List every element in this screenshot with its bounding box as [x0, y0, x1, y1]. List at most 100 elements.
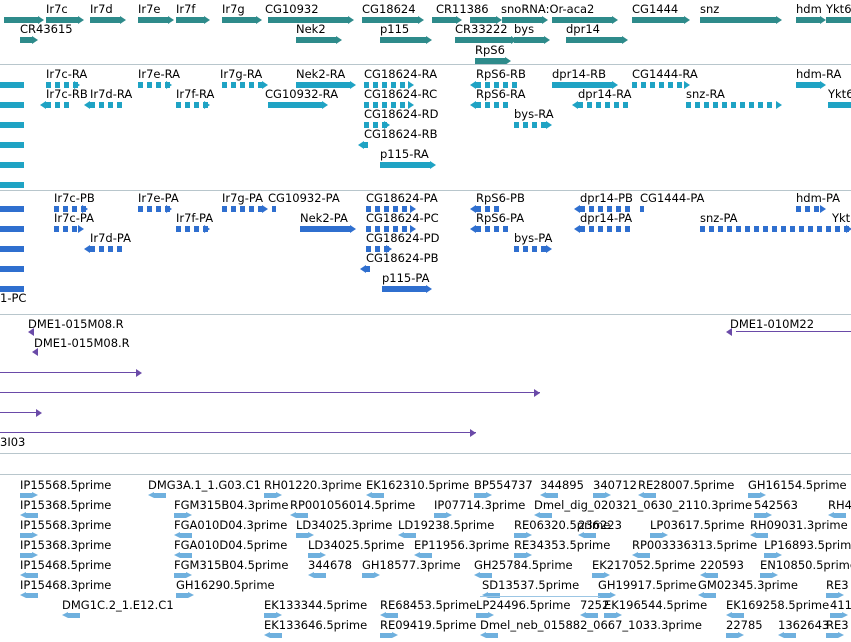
feature-bar[interactable] — [706, 573, 718, 578]
est-label[interactable]: RE09419.5prime — [380, 618, 477, 632]
feature-bar[interactable] — [796, 17, 820, 23]
exon-segment[interactable] — [185, 226, 190, 232]
exon-segment[interactable] — [373, 82, 378, 88]
exon-segment[interactable] — [375, 226, 380, 232]
transcript-bar[interactable] — [0, 162, 24, 168]
feature-bar[interactable] — [748, 493, 760, 498]
protein-label[interactable]: CG18624-PB — [366, 251, 439, 265]
est-label[interactable]: SD13537.5prime — [482, 578, 580, 592]
exon-segment[interactable] — [523, 122, 528, 128]
feature-bar[interactable] — [552, 17, 612, 23]
exon-segment[interactable] — [64, 82, 69, 88]
exon-segment[interactable] — [596, 102, 601, 108]
transcript-label[interactable]: Ir7e-RA — [138, 67, 181, 81]
feature-bar[interactable] — [830, 613, 842, 618]
protein-label[interactable]: Ir7g-PA — [222, 191, 263, 205]
feature-bar[interactable] — [300, 226, 350, 232]
exon-segment[interactable] — [494, 226, 499, 232]
exon-segment[interactable] — [55, 102, 60, 108]
est-label[interactable]: RH01220.3prime — [264, 478, 362, 492]
exon-segment[interactable] — [64, 102, 69, 108]
exon-segment[interactable] — [176, 102, 181, 108]
protein-label[interactable]: hdm-PA — [796, 191, 841, 205]
exon-segment[interactable] — [659, 82, 664, 88]
exon-segment[interactable] — [718, 226, 723, 232]
exon-segment[interactable] — [817, 226, 822, 232]
est-label[interactable]: EN10850.5prime — [760, 558, 851, 572]
feature-bar[interactable] — [474, 493, 486, 498]
feature-bar[interactable] — [268, 17, 348, 23]
exon-segment[interactable] — [616, 206, 621, 212]
est-label[interactable]: GH19917.5prime — [598, 578, 697, 592]
exon-segment[interactable] — [814, 206, 819, 212]
exon-segment[interactable] — [485, 226, 490, 232]
protein-label[interactable]: Ir7e-PA — [138, 191, 179, 205]
feature-bar[interactable] — [584, 533, 596, 538]
clone-line[interactable] — [0, 392, 540, 393]
gene-label[interactable]: dpr14 — [566, 22, 600, 36]
transcript-bar[interactable] — [0, 142, 24, 148]
est-label[interactable]: RE34353.5prime — [514, 538, 611, 552]
exon-segment[interactable] — [99, 246, 104, 252]
feature-bar[interactable] — [640, 206, 644, 212]
feature-bar[interactable] — [486, 633, 498, 638]
exon-segment[interactable] — [695, 102, 700, 108]
feature-bar[interactable] — [455, 37, 511, 43]
est-label[interactable]: LP24496.5prime — [476, 598, 571, 612]
exon-segment[interactable] — [364, 102, 369, 108]
feature-bar[interactable] — [386, 613, 398, 618]
protein-label[interactable]: Nek2-PA — [300, 211, 348, 225]
protein-bar[interactable] — [0, 226, 24, 232]
feature-bar[interactable] — [222, 17, 256, 23]
exon-segment[interactable] — [402, 226, 407, 232]
protein-label[interactable]: CG1444-PA — [640, 191, 705, 205]
feature-bar[interactable] — [650, 533, 662, 538]
exon-segment[interactable] — [55, 82, 60, 88]
protein-bar[interactable] — [0, 246, 24, 252]
exon-segment[interactable] — [598, 206, 603, 212]
protein-label[interactable]: Ir7d-PA — [90, 231, 131, 245]
exon-segment[interactable] — [90, 102, 95, 108]
exon-segment[interactable] — [541, 122, 546, 128]
protein-bar[interactable] — [0, 286, 24, 292]
exon-segment[interactable] — [731, 102, 736, 108]
feature-bar[interactable] — [296, 37, 336, 43]
feature-bar[interactable] — [514, 533, 526, 538]
exon-segment[interactable] — [373, 122, 378, 128]
protein-label[interactable]: RpS6-PA — [476, 211, 525, 225]
exon-segment[interactable] — [580, 226, 585, 232]
feature-bar[interactable] — [380, 37, 426, 43]
clone-label[interactable]: DME1-015M08.R — [28, 317, 124, 331]
feature-bar[interactable] — [268, 102, 322, 108]
exon-segment[interactable] — [99, 102, 104, 108]
exon-segment[interactable] — [476, 102, 481, 108]
exon-segment[interactable] — [668, 82, 673, 88]
exon-segment[interactable] — [147, 82, 152, 88]
exon-segment[interactable] — [384, 206, 389, 212]
clone-line[interactable] — [0, 412, 40, 413]
exon-segment[interactable] — [485, 206, 490, 212]
feature-bar[interactable] — [20, 493, 32, 498]
est-label[interactable]: IP15468.3prime — [20, 578, 112, 592]
protein-label[interactable]: p115-PA — [382, 271, 430, 285]
exon-segment[interactable] — [185, 102, 190, 108]
transcript-bar[interactable] — [0, 182, 24, 188]
exon-segment[interactable] — [740, 102, 745, 108]
est-label[interactable]: GH16154.5prime — [748, 478, 847, 492]
feature-bar[interactable] — [20, 553, 32, 558]
feature-bar[interactable] — [26, 513, 38, 518]
exon-segment[interactable] — [476, 82, 481, 88]
exon-segment[interactable] — [578, 102, 583, 108]
est-label[interactable]: RE3 — [826, 618, 849, 632]
est-label[interactable]: DMG3A.1_1.G03.C1 — [148, 478, 261, 492]
est-label[interactable]: LP03617.5prime — [650, 518, 745, 532]
protein-label[interactable]: bys-PA — [514, 231, 553, 245]
est-label[interactable]: FGM315B04.3prime — [174, 498, 289, 512]
exon-segment[interactable] — [90, 246, 95, 252]
gene-label[interactable]: snoRNA:Or-aca2 — [501, 2, 595, 16]
feature-bar[interactable] — [380, 162, 430, 168]
exon-segment[interactable] — [589, 226, 594, 232]
exon-segment[interactable] — [258, 82, 263, 88]
exon-segment[interactable] — [598, 226, 603, 232]
exon-segment[interactable] — [138, 206, 143, 212]
